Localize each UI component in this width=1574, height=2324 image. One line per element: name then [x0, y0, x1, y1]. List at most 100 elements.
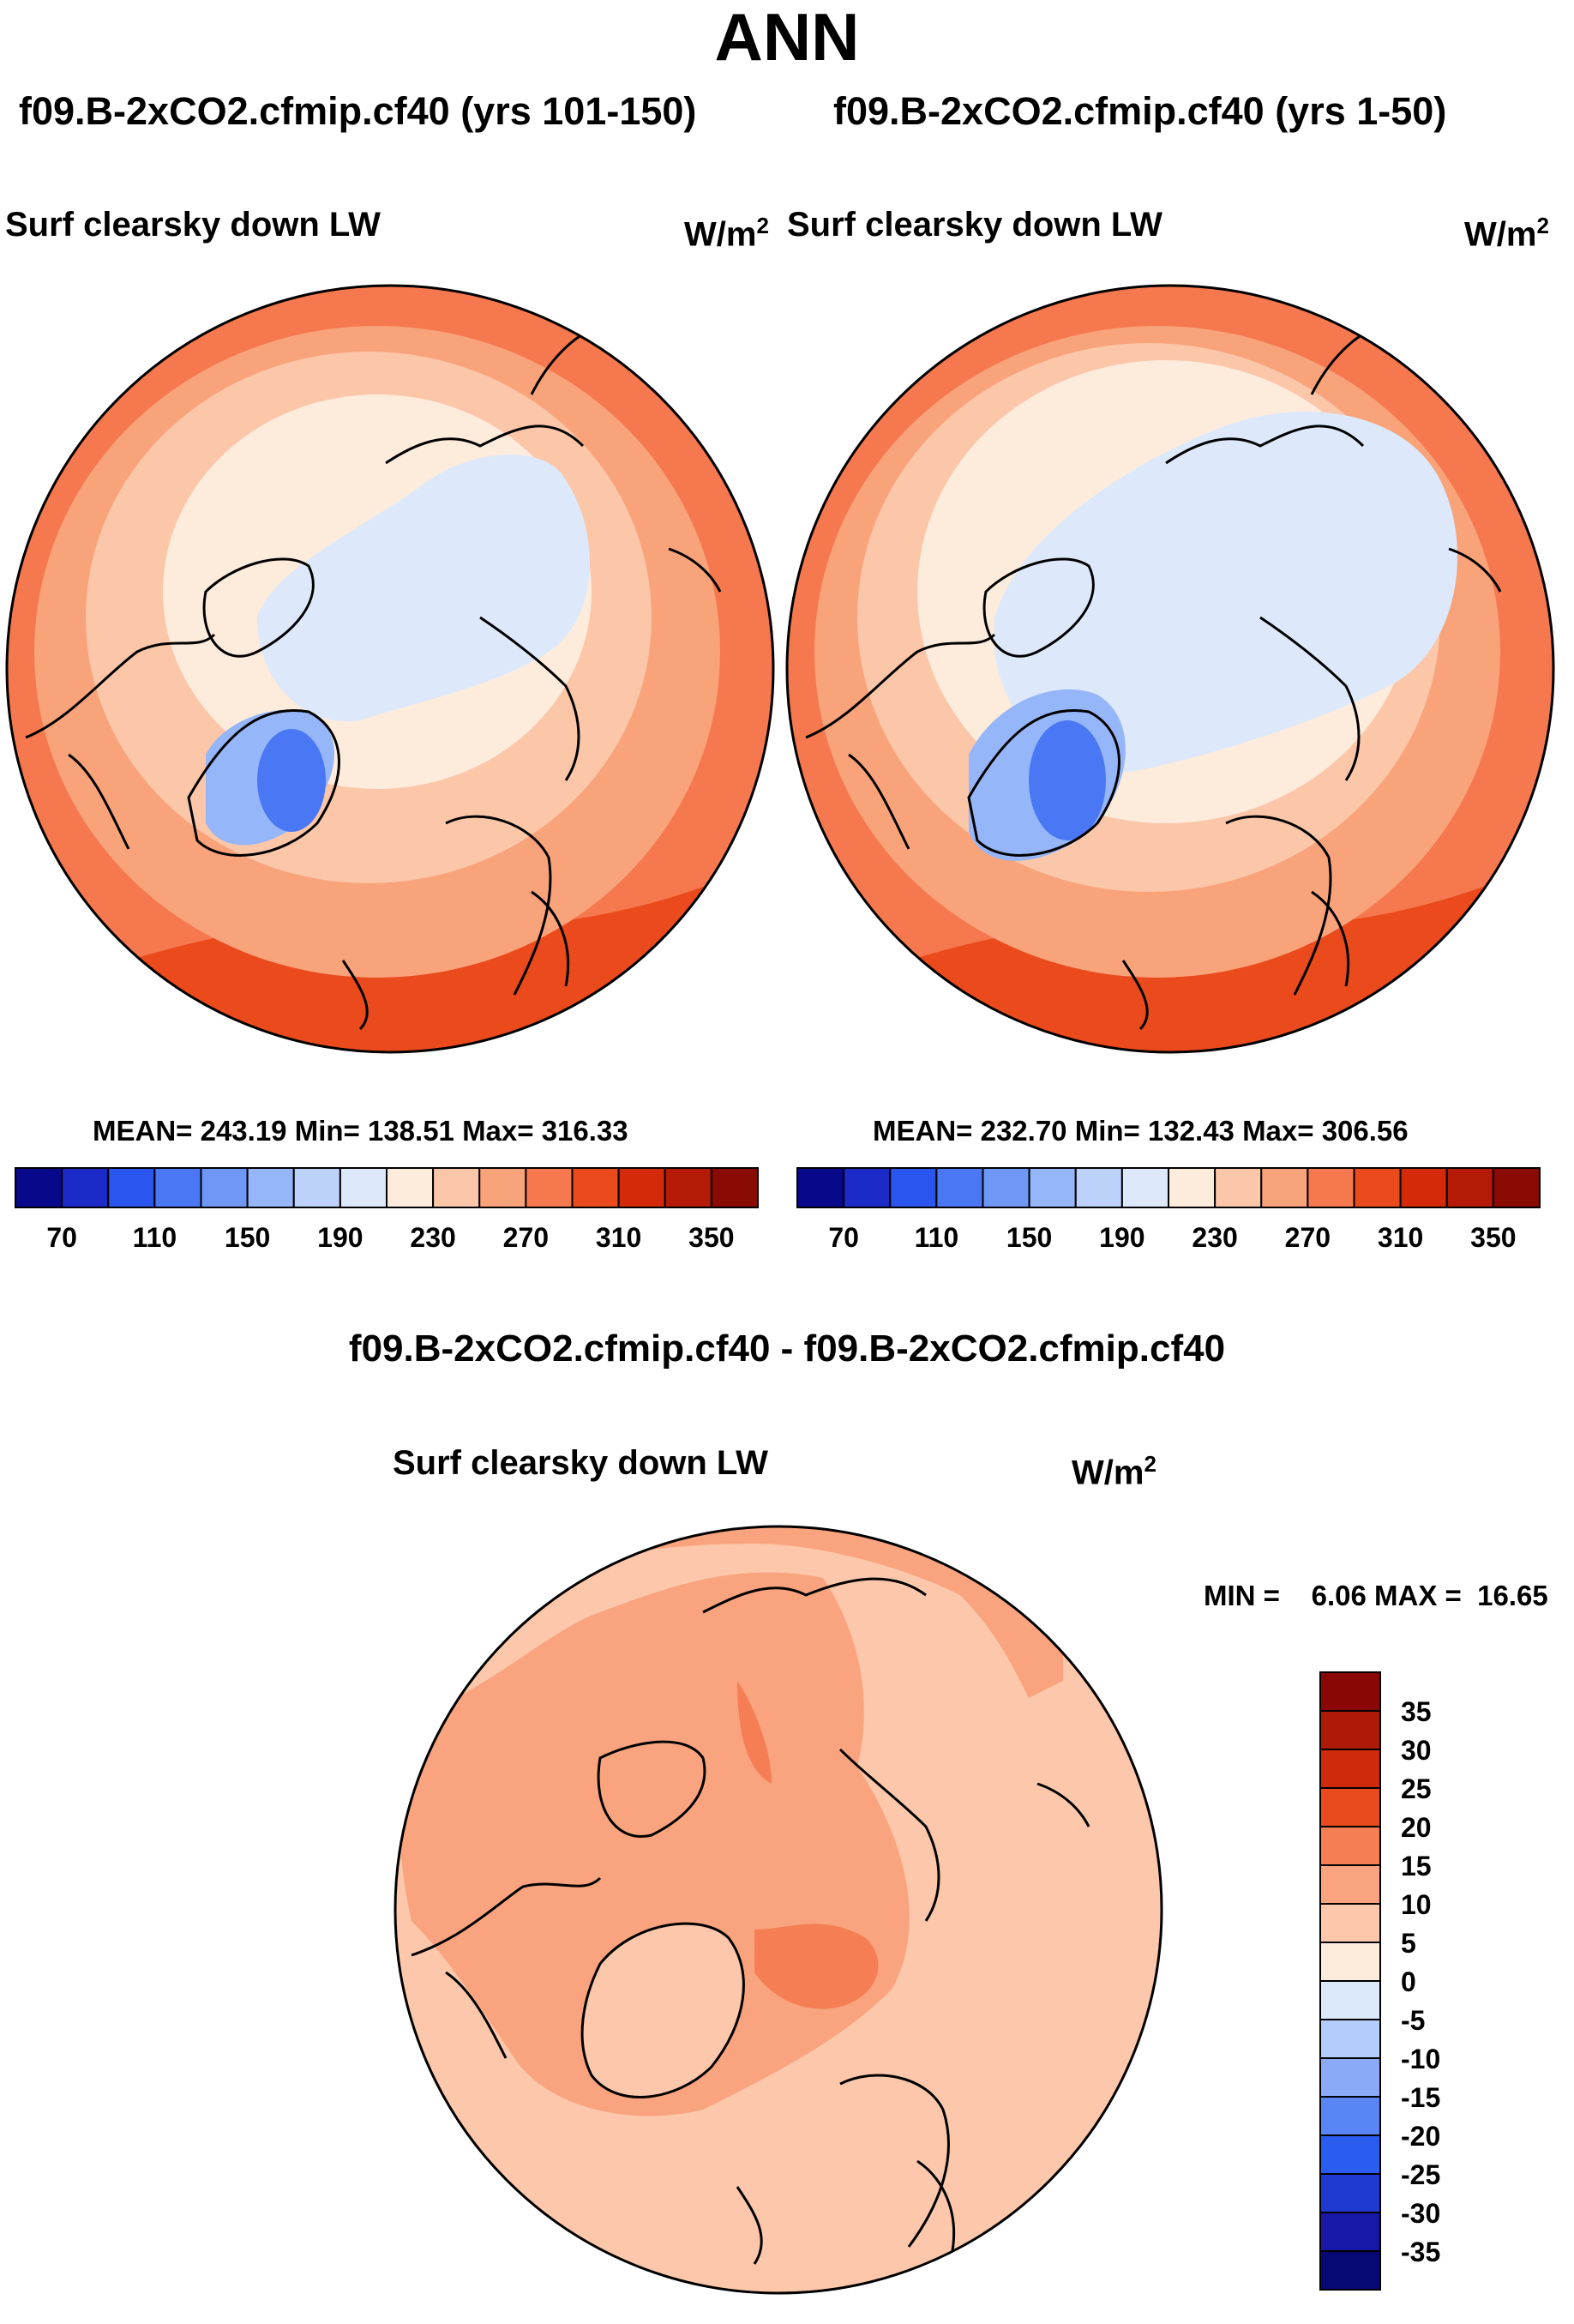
diff-colorbar-tick-label: -30	[1401, 2198, 1440, 2229]
diff-colorbar-box	[1319, 1710, 1381, 1750]
right-colorbar-tick-label: 350	[1470, 1222, 1516, 1253]
right-units-base: W/m	[1464, 215, 1537, 254]
left-colorbar-box	[246, 1167, 295, 1208]
diff-map-field-upper	[480, 1526, 1063, 1698]
diff-colorbar-box	[1319, 1671, 1381, 1712]
diff-colorbar-box	[1319, 1787, 1381, 1827]
left-colorbar-tick-label: 270	[503, 1222, 549, 1253]
left-colorbar-box	[710, 1167, 759, 1208]
diff-map-field-greenland	[582, 1924, 744, 2098]
right-colorbar-tick-label: 310	[1378, 1222, 1423, 1253]
left-colorbar-box	[525, 1167, 574, 1208]
diff-colorbar-tick-label: 25	[1401, 1773, 1432, 1804]
diff-units-label: W/m2	[1072, 1451, 1156, 1492]
right-stats: MEAN= 232.70 Min= 132.43 Max= 306.56	[873, 1115, 1409, 1147]
diff-colorbar-tick-label: -20	[1401, 2121, 1440, 2152]
diff-map-boundary	[394, 1525, 1163, 2295]
diff-colorbar-box	[1319, 2134, 1381, 2175]
left-colorbar-tick-label: 110	[133, 1222, 177, 1253]
diff-colorbar-tick-label: 35	[1401, 1696, 1432, 1727]
diff-colorbar-tick-label: 10	[1401, 1889, 1432, 1920]
right-colorbar-tick-label: 230	[1192, 1222, 1237, 1253]
right-map-field-greenland-core	[1029, 720, 1106, 840]
right-colorbar-tick-label: 270	[1285, 1222, 1331, 1253]
diff-colorbar-tick-label: -35	[1401, 2237, 1440, 2267]
left-colorbar-tick-label: 350	[688, 1222, 734, 1253]
right-colorbar-box	[1445, 1167, 1494, 1208]
diff-colorbar-box	[1319, 2096, 1381, 2136]
diff-case-title: f09.B-2xCO2.cfmip.cf40 - f09.B-2xCO2.cfm…	[348, 1328, 1226, 1370]
right-colorbar-box	[1120, 1167, 1169, 1208]
left-colorbar-tick-label: 190	[317, 1222, 363, 1253]
figure-title: ANN	[714, 0, 860, 75]
right-units-label: W/m2	[1464, 213, 1549, 254]
left-units-base: W/m	[684, 215, 757, 254]
right-colorbar: 70 110 150 190 230 270 310 350	[796, 1167, 1541, 1253]
diff-colorbar-tick-label: 5	[1401, 1928, 1416, 1959]
diff-coastlines	[411, 1526, 1090, 2265]
diff-colorbar-box	[1319, 1864, 1381, 1905]
diff-units-base: W/m	[1072, 1454, 1144, 1492]
diff-colorbar-box	[1319, 1942, 1381, 1982]
left-colorbar-tick-label: 70	[46, 1222, 77, 1253]
left-colorbar-tick-label: 230	[410, 1222, 455, 1253]
left-colorbar: 70 110 150 190 230 270 310 350	[15, 1167, 759, 1253]
left-colorbar-box	[61, 1167, 110, 1208]
left-colorbar-tick-label: 310	[596, 1222, 641, 1253]
right-colorbar-box	[1074, 1167, 1123, 1208]
diff-colorbar-box	[1319, 1980, 1381, 2020]
right-variable-label: Surf clearsky down LW	[787, 206, 1162, 244]
left-variable-label: Surf clearsky down LW	[5, 206, 381, 244]
diff-colorbar-box	[1319, 1826, 1381, 1866]
left-coastlines	[25, 324, 722, 1031]
left-colorbar-box	[432, 1167, 481, 1208]
diff-colorbar-tick-label: 15	[1401, 1851, 1432, 1881]
right-colorbar-box	[1307, 1167, 1355, 1208]
right-colorbar-tick-label: 110	[915, 1222, 959, 1253]
left-units-label: W/m2	[684, 213, 769, 254]
left-map-boundary	[5, 284, 775, 1054]
diff-map-field-20-atlantic	[754, 1924, 879, 2009]
right-colorbar-box	[1214, 1167, 1263, 1208]
left-colorbar-box	[107, 1167, 156, 1208]
right-units-exp: 2	[1536, 213, 1549, 238]
diff-colorbar-box	[1319, 2250, 1381, 2291]
diff-colorbar-tick-label: -25	[1401, 2159, 1440, 2190]
right-colorbar-box	[1399, 1167, 1448, 1208]
right-colorbar-box	[1260, 1167, 1309, 1208]
right-colorbar-tick-label: 190	[1099, 1222, 1144, 1253]
diff-stats: MIN = 6.06 MAX = 16.65	[1204, 1580, 1548, 1611]
diff-colorbar-tick-label: -10	[1401, 2044, 1440, 2074]
left-colorbar-box	[292, 1167, 341, 1208]
diff-units-exp: 2	[1144, 1451, 1156, 1477]
left-map-field-greenland-core	[257, 729, 326, 832]
right-colorbar-tick-label: 150	[1006, 1222, 1052, 1253]
diff-colorbar-box	[1319, 1749, 1381, 1789]
diff-colorbar-box	[1319, 2057, 1381, 2098]
diff-colorbar-box	[1319, 2173, 1381, 2213]
diff-colorbar-box	[1319, 1903, 1381, 1943]
diff-colorbar-box	[1319, 2019, 1381, 2059]
left-colorbar-box	[478, 1167, 527, 1208]
right-colorbar-tick-label: 70	[828, 1222, 859, 1253]
left-case-title: f09.B-2xCO2.cfmip.cf40 (yrs 101-150)	[19, 89, 697, 133]
left-colorbar-tick-label: 150	[225, 1222, 270, 1253]
diff-colorbar-tick-label: 30	[1401, 1735, 1432, 1766]
right-map-boundary	[785, 284, 1555, 1054]
diff-colorbar: 35 30 25 20 15 10 5 0 -5 -10 -15 -20 -25 -30 -35	[1319, 1671, 1440, 2291]
left-colorbar-box	[617, 1167, 666, 1208]
diff-colorbar-tick-label: 20	[1401, 1812, 1432, 1843]
left-colorbar-box	[153, 1167, 202, 1208]
left-stats: MEAN= 243.19 Min= 138.51 Max= 316.33	[93, 1115, 628, 1147]
left-colorbar-box	[200, 1167, 249, 1208]
diff-colorbar-tick-label: -15	[1401, 2082, 1440, 2113]
right-coastlines	[805, 324, 1502, 1031]
right-case-title: f09.B-2xCO2.cfmip.cf40 (yrs 1-50)	[833, 89, 1447, 133]
diff-map-field-20-west	[737, 1681, 772, 1784]
left-map-field-arctic-cold	[257, 455, 590, 722]
left-units-exp: 2	[756, 213, 769, 238]
diff-colorbar-tick-label: -5	[1401, 2005, 1425, 2036]
